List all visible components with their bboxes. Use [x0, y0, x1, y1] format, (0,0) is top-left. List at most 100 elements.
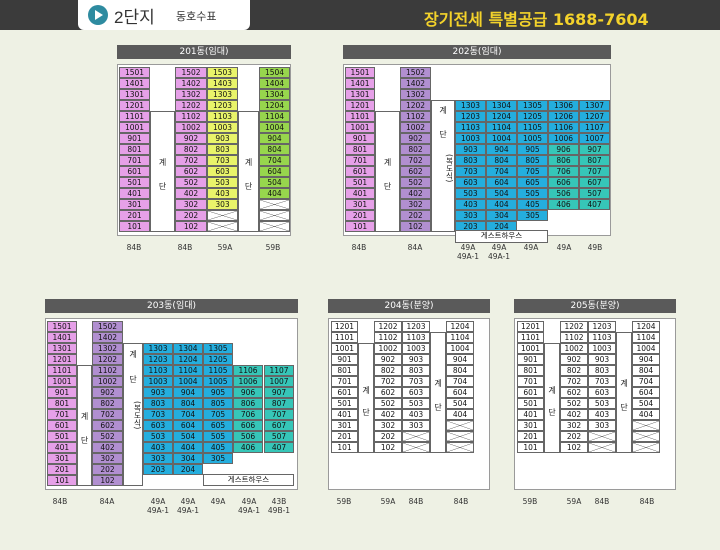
unit-type-label: 84B [177, 243, 193, 252]
unit-cell: 1101 [517, 332, 544, 343]
unit-cell: 1502 [175, 67, 207, 78]
unit-cell: 1303 [143, 343, 173, 354]
empty-unit-cell [446, 420, 474, 431]
unit-type-label: 84B [594, 497, 610, 506]
unit-cell: 401 [47, 442, 77, 453]
building-title: 205동(분양) [514, 299, 676, 313]
unit-cell: 904 [486, 144, 517, 155]
play-icon [88, 5, 108, 25]
unit-cell: 702 [92, 409, 123, 420]
unit-cell: 601 [517, 387, 544, 398]
guesthouse: 게스트하우스 [455, 230, 548, 243]
unit-cell: 1102 [175, 111, 207, 122]
unit-type-label: 84B [408, 497, 424, 506]
unit-cell: 302 [175, 199, 207, 210]
unit-cell: 805 [203, 398, 233, 409]
unit-cell: 1002 [175, 122, 207, 133]
unit-cell: 902 [175, 133, 207, 144]
unit-cell: 1302 [400, 89, 431, 100]
unit-cell: 1103 [455, 122, 486, 133]
unit-type-label: 49B-1 [267, 506, 291, 515]
unit-cell: 1007 [264, 376, 294, 387]
unit-cell: 801 [517, 365, 544, 376]
unit-cell: 1201 [331, 321, 358, 332]
unit-cell: 1204 [259, 100, 290, 111]
unit-cell: 403 [402, 409, 430, 420]
unit-cell: 402 [175, 188, 207, 199]
unit-cell: 1206 [548, 111, 579, 122]
unit-cell: 1306 [548, 100, 579, 111]
unit-cell: 406 [548, 199, 579, 210]
unit-cell: 402 [92, 442, 123, 453]
unit-cell: 301 [517, 420, 544, 431]
unit-cell: 1107 [579, 122, 610, 133]
unit-cell: 805 [517, 155, 548, 166]
unit-type-label: 49B [587, 243, 603, 252]
unit-type-label: 49A-1 [457, 252, 479, 261]
unit-cell: 707 [264, 409, 294, 420]
unit-cell: 1005 [517, 133, 548, 144]
unit-cell: 904 [259, 133, 290, 144]
unit-cell: 303 [402, 420, 430, 431]
stair-label: 단 [548, 407, 556, 417]
unit-cell: 804 [259, 144, 290, 155]
unit-cell: 1101 [345, 111, 375, 122]
unit-cell: 704 [446, 376, 474, 387]
unit-cell: 102 [400, 221, 431, 232]
unit-cell: 501 [517, 398, 544, 409]
unit-cell: 901 [331, 354, 358, 365]
unit-cell: 1002 [92, 376, 123, 387]
empty-unit-cell [402, 431, 430, 442]
unit-cell: 1107 [264, 365, 294, 376]
unit-cell: 1105 [203, 365, 233, 376]
unit-type-label: 84A [99, 497, 115, 506]
unit-cell: 807 [579, 155, 610, 166]
unit-cell: 602 [400, 166, 431, 177]
unit-cell: 501 [47, 431, 77, 442]
empty-unit-cell [588, 431, 616, 442]
unit-cell: 202 [374, 431, 402, 442]
unit-cell: 201 [47, 464, 77, 475]
unit-cell: 1201 [345, 100, 375, 111]
unit-cell: 401 [119, 188, 150, 199]
unit-cell: 1204 [486, 111, 517, 122]
unit-type-label: 59B [336, 497, 352, 506]
unit-type-label: 59A [380, 497, 396, 506]
unit-cell: 903 [402, 354, 430, 365]
unit-cell: 1104 [486, 122, 517, 133]
unit-cell: 607 [579, 177, 610, 188]
stair-label: 단 [434, 403, 442, 413]
stair-label: (복도식) [445, 153, 454, 183]
unit-cell: 504 [446, 398, 474, 409]
unit-cell: 1101 [47, 365, 77, 376]
unit-cell: 404 [632, 409, 660, 420]
unit-cell: 1501 [119, 67, 150, 78]
unit-cell: 304 [173, 453, 203, 464]
unit-cell: 1401 [119, 78, 150, 89]
empty-unit-cell [207, 210, 238, 221]
stair-label: 단 [439, 130, 447, 140]
unit-cell: 1302 [175, 89, 207, 100]
unit-cell: 302 [374, 420, 402, 431]
unit-cell: 601 [119, 166, 150, 177]
unit-cell: 801 [345, 144, 375, 155]
empty-unit-cell [207, 221, 238, 232]
stair-label: 계 [362, 385, 370, 395]
unit-cell: 1102 [374, 332, 402, 343]
unit-cell: 1002 [560, 343, 588, 354]
unit-type-label: 49A [523, 243, 539, 252]
unit-cell: 706 [233, 409, 263, 420]
empty-unit-cell [259, 199, 290, 210]
unit-cell: 404 [446, 409, 474, 420]
unit-cell: 1001 [47, 376, 77, 387]
unit-cell: 406 [233, 442, 263, 453]
unit-cell: 1204 [173, 354, 203, 365]
empty-unit-cell [588, 442, 616, 453]
unit-cell: 201 [331, 431, 358, 442]
stair-label: 단 [158, 182, 167, 192]
unit-cell: 1202 [175, 100, 207, 111]
unit-cell: 704 [632, 376, 660, 387]
unit-cell: 401 [517, 409, 544, 420]
